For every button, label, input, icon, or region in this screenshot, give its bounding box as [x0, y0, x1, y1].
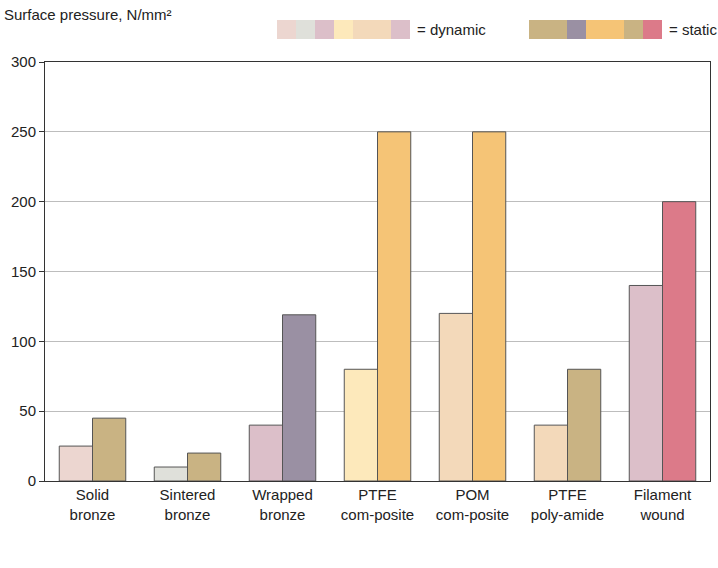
svg-text:Filamentwound: Filamentwound [634, 486, 692, 523]
svg-text:300: 300 [11, 53, 36, 70]
svg-text:0: 0 [28, 472, 36, 489]
svg-text:Sinteredbronze: Sinteredbronze [160, 486, 216, 523]
svg-text:Wrappedbronze: Wrappedbronze [252, 486, 313, 523]
svg-text:150: 150 [11, 263, 36, 280]
svg-text:PTFEpoly-amide: PTFEpoly-amide [531, 486, 604, 523]
svg-text:Solidbronze: Solidbronze [70, 486, 116, 523]
svg-text:POMcom-posite: POMcom-posite [436, 486, 509, 523]
svg-text:100: 100 [11, 333, 36, 350]
svg-text:Surface pressure, N/mm²: Surface pressure, N/mm² [4, 6, 172, 23]
svg-text:= dynamic: = dynamic [417, 21, 486, 38]
svg-text:PTFEcom-posite: PTFEcom-posite [341, 486, 414, 523]
svg-text:= static: = static [669, 21, 717, 38]
svg-text:250: 250 [11, 123, 36, 140]
svg-text:50: 50 [19, 402, 36, 419]
svg-text:200: 200 [11, 193, 36, 210]
